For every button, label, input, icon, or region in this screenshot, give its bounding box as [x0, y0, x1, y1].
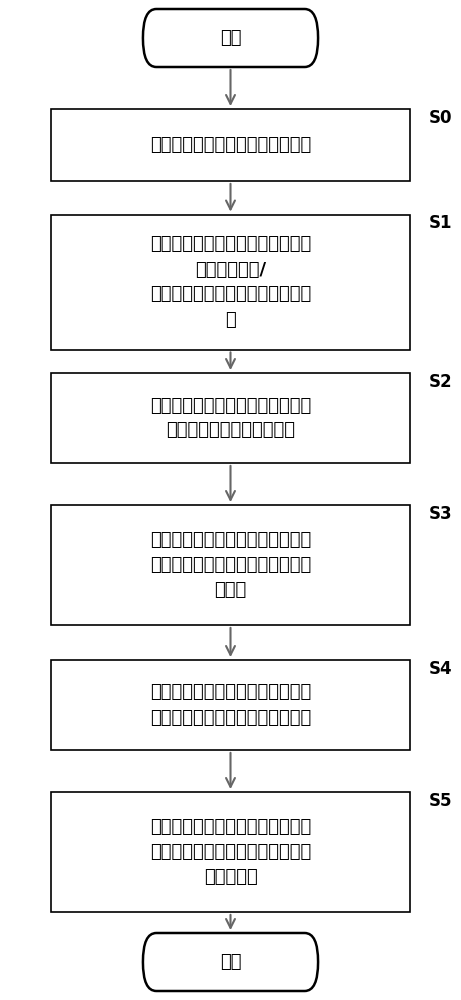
Text: 对初步分配方案进行可靠性检测，
并根据检测结果对信号分配结果进
行优化调整: 对初步分配方案进行可靠性检测， 并根据检测结果对信号分配结果进 行优化调整	[150, 818, 311, 886]
FancyBboxPatch shape	[51, 373, 410, 463]
Text: 开始: 开始	[220, 29, 241, 47]
Text: 获取核电厂仪控功能控制需求列表: 获取核电厂仪控功能控制需求列表	[150, 136, 311, 154]
FancyBboxPatch shape	[51, 505, 410, 625]
Text: S5: S5	[429, 792, 452, 810]
Text: S1: S1	[429, 215, 452, 232]
Text: 结束: 结束	[220, 953, 241, 971]
Text: S3: S3	[429, 505, 452, 523]
FancyBboxPatch shape	[51, 215, 410, 350]
Text: S4: S4	[429, 660, 452, 678]
FancyBboxPatch shape	[51, 792, 410, 912]
FancyBboxPatch shape	[51, 660, 410, 750]
FancyBboxPatch shape	[143, 933, 318, 991]
Text: S0: S0	[429, 109, 452, 127]
FancyBboxPatch shape	[143, 9, 318, 67]
Text: 将核电厂的仪控功能控制需求列表
中的仪控系统/
设备按照主功能划分为若干个功能
组: 将核电厂的仪控功能控制需求列表 中的仪控系统/ 设备按照主功能划分为若干个功能 …	[150, 235, 311, 328]
Text: 将所述若干个功能组中的每一个功
能组划分为若干个功能单元: 将所述若干个功能组中的每一个功 能组划分为若干个功能单元	[150, 396, 311, 440]
Text: 将每个功能单元内产生的信号按照
功能分配到不同功能单元机柜的不
同卡件: 将每个功能单元内产生的信号按照 功能分配到不同功能单元机柜的不 同卡件	[150, 531, 311, 599]
FancyBboxPatch shape	[51, 109, 410, 181]
Text: S2: S2	[429, 373, 452, 391]
Text: 按照预设分配规则，对信号分配结
果进行检测，以获得初步分配方案: 按照预设分配规则，对信号分配结 果进行检测，以获得初步分配方案	[150, 684, 311, 726]
